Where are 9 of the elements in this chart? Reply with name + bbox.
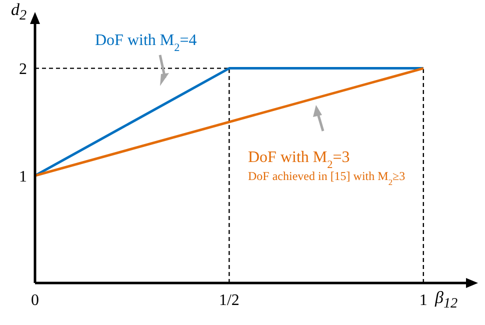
series-label: DoF with M$_{2}$=4 (95, 32, 197, 54)
series-label: DoF with M$_{2}$=3 (248, 149, 350, 171)
annotation: DoF achieved in [15] with M$_{2}$≥3 (248, 169, 406, 186)
x-axis-title: β$_{12}$ (435, 288, 458, 314)
y-axis-title: d$_{2}$ (11, 0, 27, 26)
x-tick-label: 1 (419, 292, 428, 309)
y-tick-label: 2 (19, 60, 27, 78)
x-tick-label: 0 (31, 292, 39, 309)
x-tick-label: 1/2 (218, 292, 240, 309)
